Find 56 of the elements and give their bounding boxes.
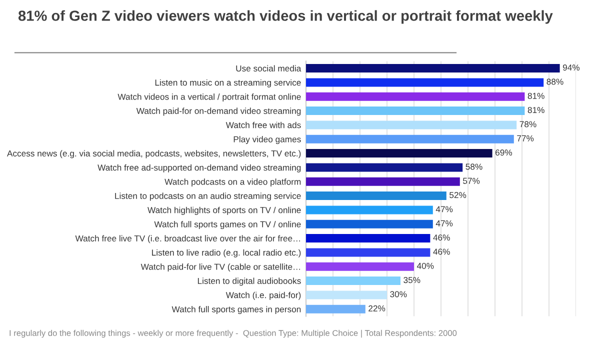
bar [306,106,525,116]
data-label: 52% [450,192,466,198]
bar [306,177,460,186]
bar [306,290,387,300]
chart-title: 81% of Gen Z video viewers watch videos in vertical or portrait format weekly [18,10,553,24]
data-label: 69% [496,149,512,156]
y-tick-label: Listen to digital audiobooks [198,278,301,286]
bar [306,64,560,73]
y-tick-label: Watch free live TV (i.e. broadcast live over the air for free… [75,235,300,244]
bar [306,163,463,172]
data-label: 46% [433,248,450,255]
y-tick-label: Listen to music on a streaming service [155,79,301,88]
bar [306,206,433,214]
y-tick-label: Watch videos in a vertical / portrait format online [118,93,301,102]
bar [306,192,446,200]
y-tick-label: Watch paid-for on-demand video streaming [136,108,301,116]
y-tick-label: Play video games [234,136,301,144]
data-label: 30% [390,291,407,298]
y-tick-label: Watch paid-for live TV (cable or satellite… [140,263,300,272]
y-tick-label: Listen to podcasts on an audio streaming service [115,192,301,201]
bar [306,234,430,243]
y-tick-label: Watch free with ads [226,122,301,128]
data-label: 35% [404,276,420,284]
data-label: 47% [436,220,453,226]
y-tick-label: Watch free ad-supported on-demand video streaming [98,164,301,172]
data-label: 40% [416,262,434,269]
bar [306,262,414,271]
y-tick-label: Watch full sports games in person [172,306,301,314]
y-tick-label: Access news (e.g. via social media, podcasts, websites, newsletters, TV etc.) [6,150,301,158]
data-label: 47% [436,206,453,212]
data-label: 22% [368,305,386,312]
y-tick-label: Watch highlights of sports on TV / online [148,206,301,215]
bar [306,92,525,101]
data-label: 77% [517,135,534,142]
data-label: 88% [546,78,564,85]
data-label: 46% [433,234,450,241]
bar [306,78,544,87]
bar [306,304,366,314]
data-label: 81% [528,92,544,99]
bar [306,134,514,144]
bar [306,149,492,158]
y-tick-label: Use social media [236,65,302,72]
data-label: 58% [466,164,482,170]
text: I regularly do the following things - weekly or more frequently - Question Type: Multiple Choice | Total Respondents: 2000 [10,330,457,338]
y-tick-label: Watch (i.e. paid-for) [226,292,301,300]
bar [306,220,433,228]
data-label: 81% [528,106,544,114]
bar [306,248,430,257]
y-tick-label: Watch full sports games on TV / online [154,220,301,230]
y-tick-label: Watch podcasts on a video platform [164,178,301,187]
bar [306,276,400,286]
data-label: 94% [562,64,580,71]
y-tick-label: Listen to live radio (e.g. local radio etc.) [152,249,301,258]
data-label: 57% [463,178,480,184]
bar [306,120,517,130]
data-label: 78% [520,121,536,128]
